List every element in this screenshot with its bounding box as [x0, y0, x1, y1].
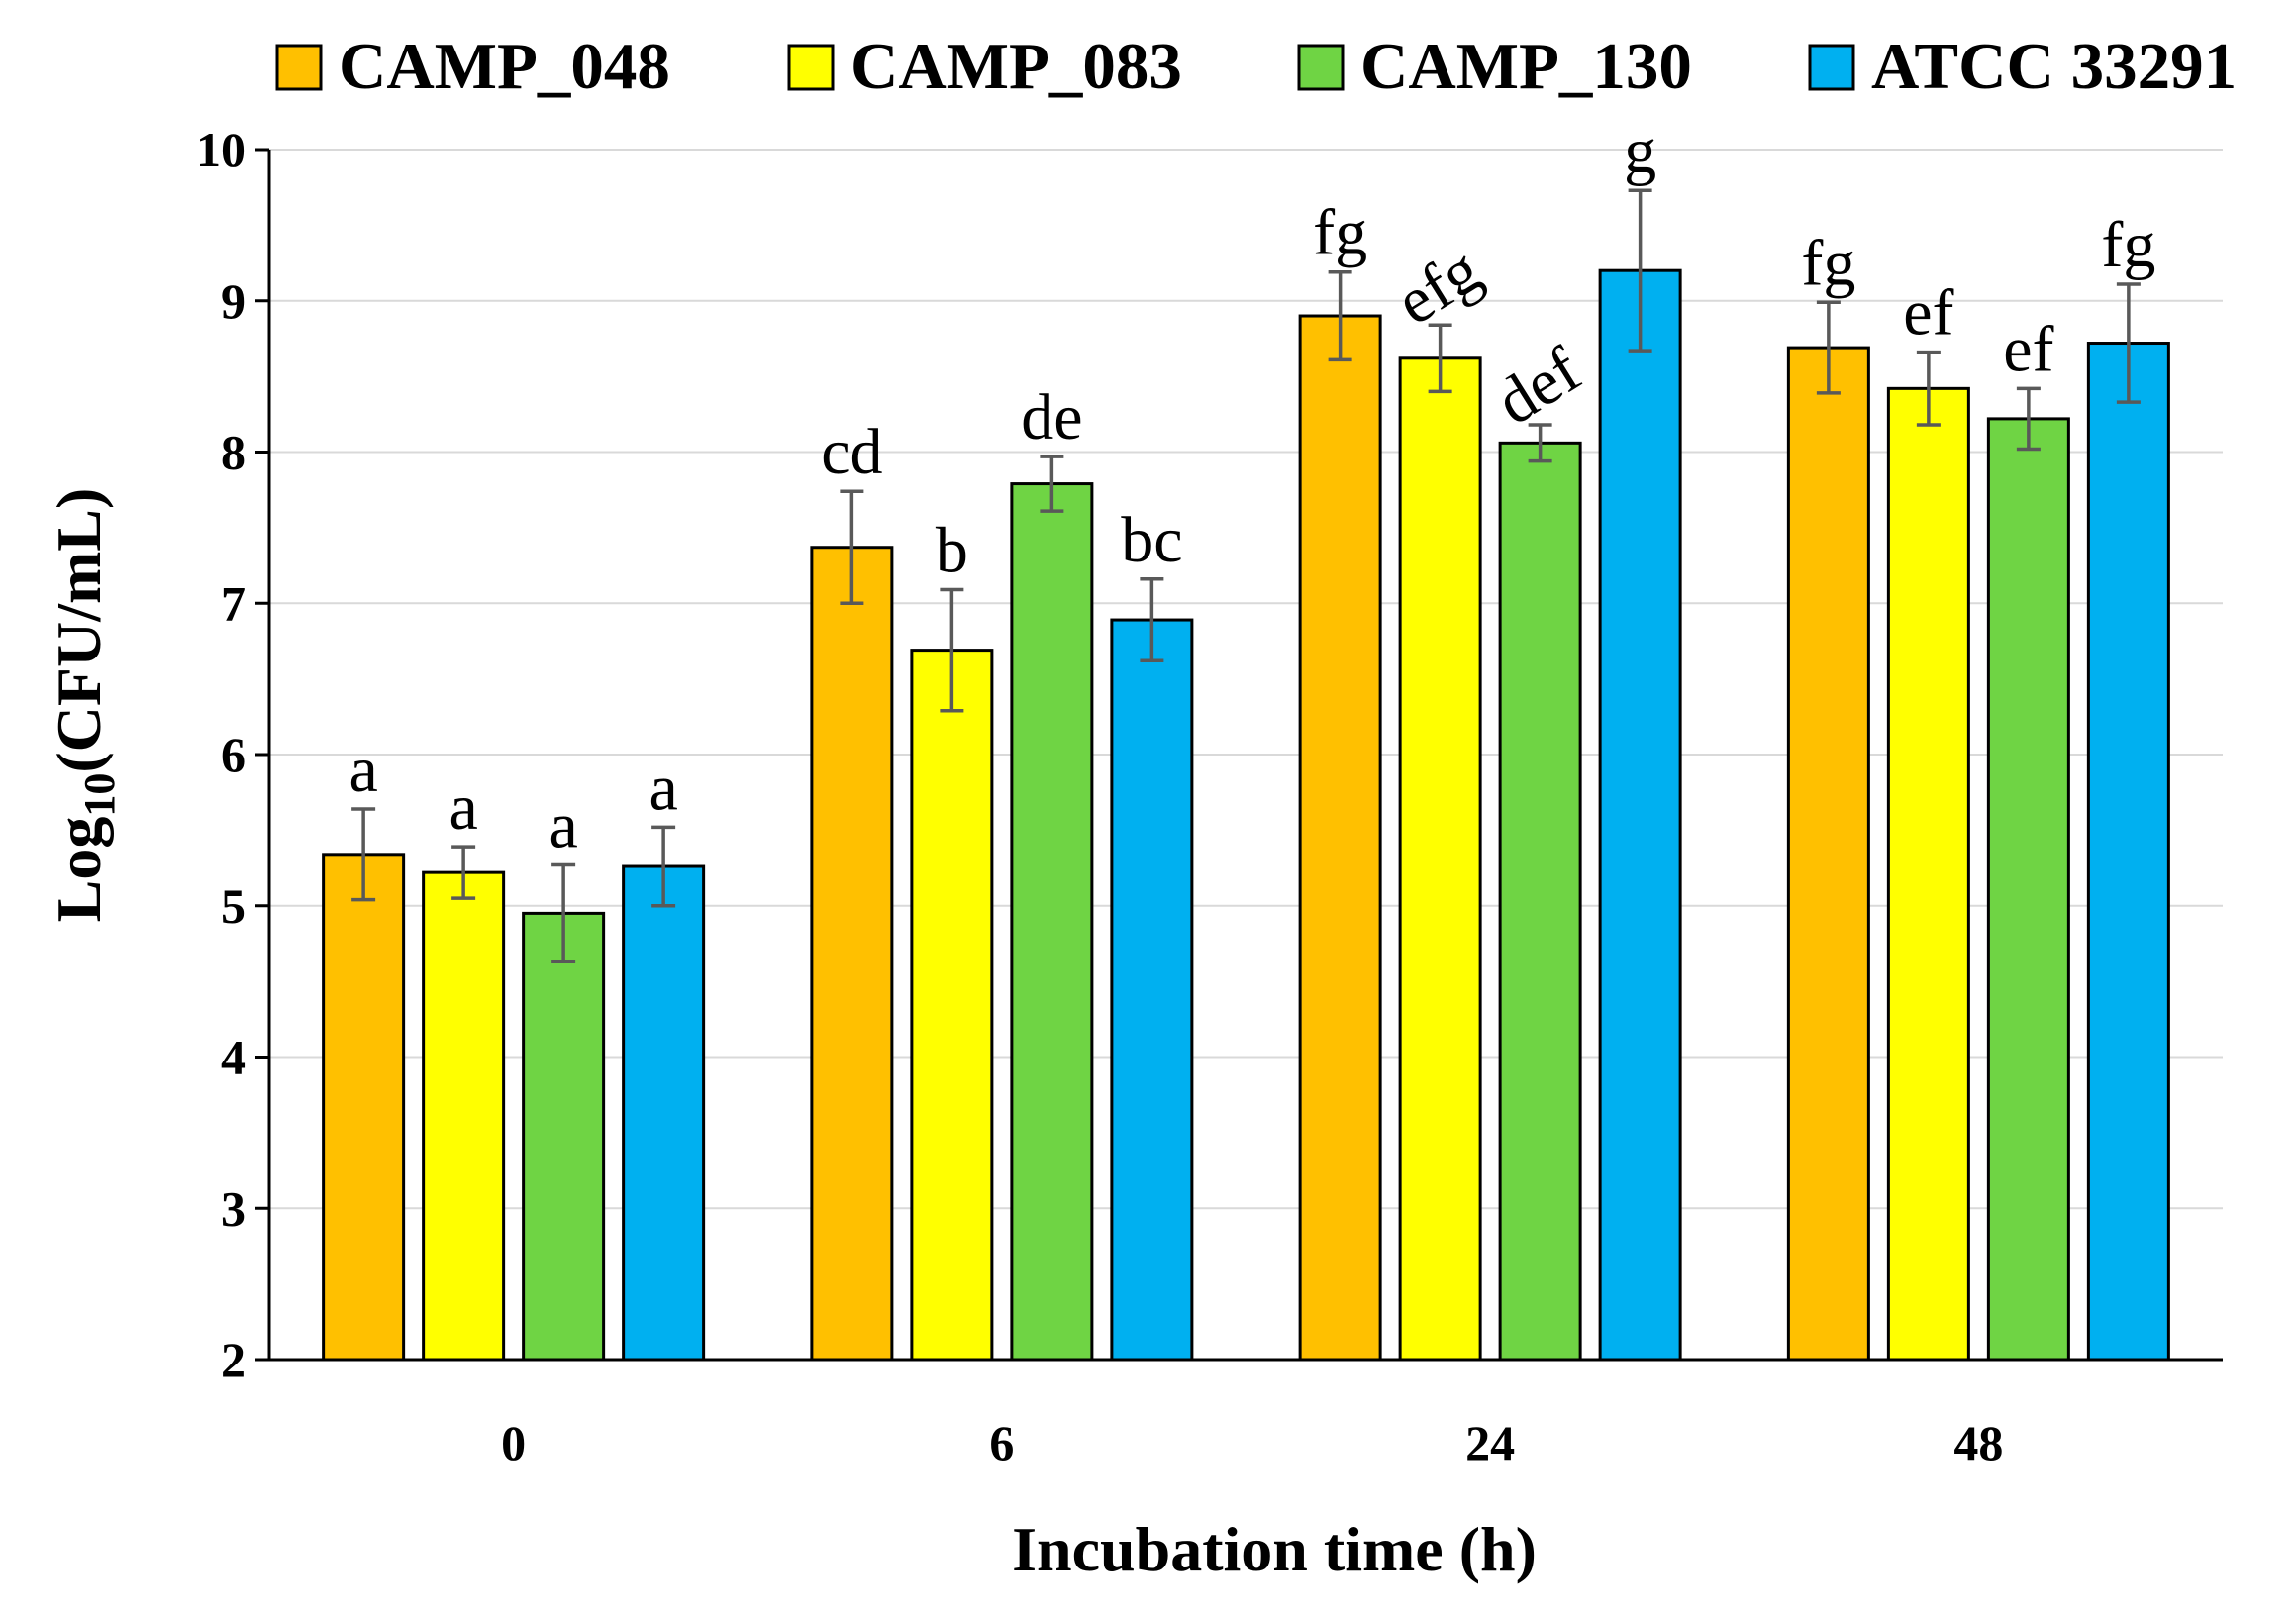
- axes: [255, 148, 2223, 1362]
- bar-camp_083-48h: [1886, 386, 1970, 1362]
- legend-item-camp_083: CAMP_083: [787, 30, 1182, 103]
- significance-letter-camp_130-48h: ef: [2003, 313, 2053, 385]
- error-bar-atcc-33291-24h: [1628, 188, 1652, 353]
- legend-label: CAMP_048: [339, 30, 670, 103]
- y-tick-label-6: 6: [221, 727, 246, 782]
- bar-atcc-33291-6h: [1110, 618, 1194, 1362]
- y-tick-label-2: 2: [221, 1332, 246, 1387]
- y-tick-labels: 2 3 4 5 6 7 8 9 10: [196, 122, 246, 1387]
- bar-camp_048-6h: [810, 546, 894, 1362]
- significance-letter-atcc-33291-48h: fg: [2101, 209, 2155, 281]
- y-tick-label-5: 5: [221, 878, 246, 934]
- legend-swatch: [787, 44, 835, 91]
- error-bar-camp_083-0h: [451, 845, 476, 900]
- bar-camp_130-0h: [522, 911, 606, 1362]
- error-bar-camp_083-24h: [1428, 323, 1452, 394]
- bar-camp_048-0h: [322, 853, 406, 1362]
- bars: [322, 268, 2170, 1362]
- bar-camp_048-48h: [1786, 346, 1870, 1362]
- significance-letter-camp_048-0h: a: [349, 734, 377, 806]
- error-bar-camp_083-6h: [940, 587, 964, 713]
- y-tick-label-9: 9: [221, 273, 246, 329]
- error-bar-camp_048-24h: [1328, 269, 1352, 362]
- significance-letter-camp_083-0h: a: [449, 771, 477, 844]
- legend-swatch: [1297, 44, 1345, 91]
- y-tick-label-4: 4: [221, 1030, 246, 1085]
- y-tick-label-8: 8: [221, 425, 246, 480]
- error-bar-camp_083-48h: [1916, 350, 1941, 427]
- error-bar-camp_048-48h: [1816, 300, 1841, 395]
- significance-letter-camp_083-6h: b: [936, 515, 968, 587]
- legend: CAMP_048 CAMP_083 CAMP_130 ATCC 33291: [275, 30, 2237, 103]
- y-axis-title-suffix: (CFU/mL): [44, 488, 114, 773]
- bar-camp_083-0h: [422, 870, 506, 1362]
- x-tick-label-48: 48: [1953, 1415, 2003, 1470]
- legend-swatch: [1808, 44, 1855, 91]
- bar-camp_130-48h: [1986, 417, 2070, 1362]
- y-axis-title: Log10(CFU/mL): [44, 488, 124, 923]
- error-bar-atcc-33291-6h: [1140, 577, 1164, 663]
- bar-camp_130-24h: [1498, 441, 1582, 1362]
- significance-letter-atcc-33291-24h: g: [1624, 115, 1656, 187]
- x-tick-label-24: 24: [1465, 1415, 1515, 1470]
- significance-letter-atcc-33291-6h: bc: [1121, 504, 1182, 576]
- y-tick-label-3: 3: [221, 1180, 246, 1236]
- x-tick-label-0: 0: [501, 1415, 526, 1470]
- error-bar-atcc-33291-0h: [651, 825, 676, 908]
- significance-letter-camp_083-24h: efg: [1384, 234, 1493, 340]
- x-tick-label-6: 6: [989, 1415, 1014, 1470]
- significance-letter-camp_130-0h: a: [549, 790, 577, 862]
- bar-atcc-33291-48h: [2086, 342, 2170, 1362]
- significance-letter-camp_130-6h: de: [1021, 381, 1082, 454]
- legend-item-atcc-33291: ATCC 33291: [1808, 30, 2237, 103]
- bar-atcc-33291-24h: [1598, 268, 1682, 1362]
- error-bar-camp_048-6h: [840, 489, 864, 605]
- error-bar-camp_130-6h: [1040, 455, 1064, 513]
- legend-item-camp_130: CAMP_130: [1297, 30, 1692, 103]
- bar-camp_048-24h: [1298, 314, 1382, 1362]
- legend-item-camp_048: CAMP_048: [275, 30, 670, 103]
- significance-letter-camp_048-48h: fg: [1801, 227, 1855, 299]
- error-bar-atcc-33291-48h: [2116, 282, 2141, 404]
- significance-letter-camp_083-48h: ef: [1903, 277, 1953, 350]
- x-axis-title: Incubation time (h): [1012, 1514, 1537, 1584]
- legend-label: CAMP_083: [850, 30, 1182, 103]
- significance-letter-atcc-33291-0h: a: [649, 752, 677, 824]
- error-bars: [351, 188, 2141, 964]
- error-bar-camp_048-0h: [351, 807, 376, 902]
- bar-camp_083-6h: [910, 649, 994, 1362]
- error-bar-camp_130-0h: [551, 862, 576, 964]
- x-tick-labels: 0 6 24 48: [501, 1415, 2003, 1470]
- bar-camp_083-24h: [1398, 356, 1482, 1362]
- legend-label: CAMP_130: [1360, 30, 1692, 103]
- significance-letter-camp_048-6h: cd: [821, 416, 882, 488]
- error-bar-camp_130-48h: [2016, 386, 2041, 452]
- bar-atcc-33291-0h: [622, 864, 706, 1362]
- bar-camp_130-6h: [1010, 482, 1094, 1362]
- significance-letter-camp_048-24h: fg: [1313, 197, 1367, 269]
- legend-label: ATCC 33291: [1871, 30, 2237, 103]
- y-tick-label-7: 7: [221, 575, 246, 631]
- legend-swatch: [275, 44, 323, 91]
- y-axis-title-base: Log: [44, 817, 114, 923]
- y-tick-label-10: 10: [196, 122, 246, 177]
- y-axis-title-subscript: 10: [75, 773, 124, 817]
- error-bar-camp_130-24h: [1528, 423, 1552, 463]
- significance-letter-camp_130-24h: def: [1484, 334, 1593, 440]
